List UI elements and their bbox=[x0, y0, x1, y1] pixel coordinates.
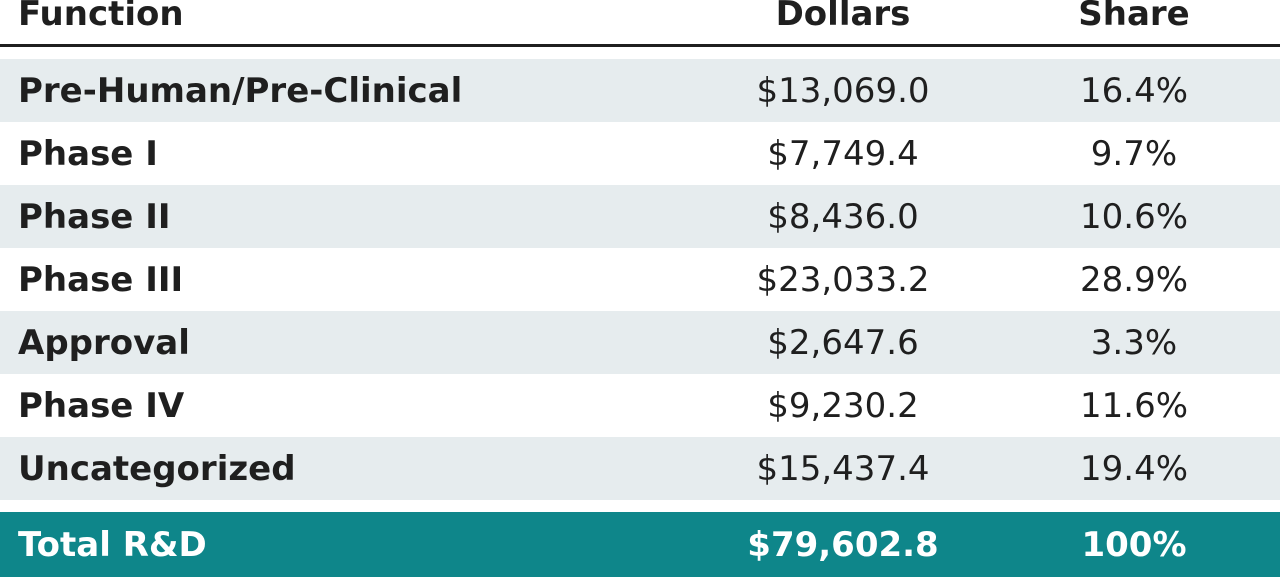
table-cell: $9,230.2 bbox=[767, 385, 919, 426]
table-cell: $2,647.6 bbox=[767, 322, 919, 363]
table-cell: Uncategorized bbox=[18, 448, 296, 489]
total-cell: Total R&D bbox=[18, 524, 207, 565]
table-cell: $23,033.2 bbox=[756, 259, 930, 300]
table-cell: $13,069.0 bbox=[756, 70, 930, 111]
table-cell: Phase I bbox=[18, 133, 158, 174]
header-cell: Dollars bbox=[775, 0, 911, 34]
table-cell: Pre-Human/Pre-Clinical bbox=[18, 70, 463, 111]
table-cell: 19.4% bbox=[1079, 448, 1189, 489]
header-rule bbox=[0, 44, 1280, 47]
table-cell: 10.6% bbox=[1079, 196, 1189, 237]
table-cell: $8,436.0 bbox=[767, 196, 919, 237]
table-row: Phase III $23,033.2 28.9% bbox=[0, 248, 1280, 311]
total-row: Total R&D $79,602.8 100% bbox=[0, 512, 1280, 577]
table-cell: $15,437.4 bbox=[756, 448, 930, 489]
table-cell: 28.9% bbox=[1079, 259, 1189, 300]
header-row: Function Dollars Share bbox=[0, 0, 1280, 44]
table-cell: 16.4% bbox=[1079, 70, 1189, 111]
table-cell: Phase IV bbox=[18, 385, 185, 426]
header-cell: Share bbox=[1078, 0, 1190, 34]
total-cell: $79,602.8 bbox=[747, 524, 939, 565]
table-cell: $7,749.4 bbox=[767, 133, 919, 174]
table-cell: Phase III bbox=[18, 259, 184, 300]
table-row: Approval $2,647.6 3.3% bbox=[0, 311, 1280, 374]
table-row: Uncategorized $15,437.4 19.4% bbox=[0, 437, 1280, 500]
table-row: Phase I $7,749.4 9.7% bbox=[0, 122, 1280, 185]
table-cell: 3.3% bbox=[1090, 322, 1178, 363]
total-cell: 100% bbox=[1081, 524, 1187, 565]
table-row: Phase IV $9,230.2 11.6% bbox=[0, 374, 1280, 437]
table-cell: Phase II bbox=[18, 196, 171, 237]
table-cell: 9.7% bbox=[1090, 133, 1178, 174]
table-row: Phase II $8,436.0 10.6% bbox=[0, 185, 1280, 248]
header-cell: Function bbox=[18, 0, 184, 34]
table-cell: 11.6% bbox=[1079, 385, 1189, 426]
table-row: Pre-Human/Pre-Clinical $13,069.0 16.4% bbox=[0, 59, 1280, 122]
table-cell: Approval bbox=[18, 322, 190, 363]
